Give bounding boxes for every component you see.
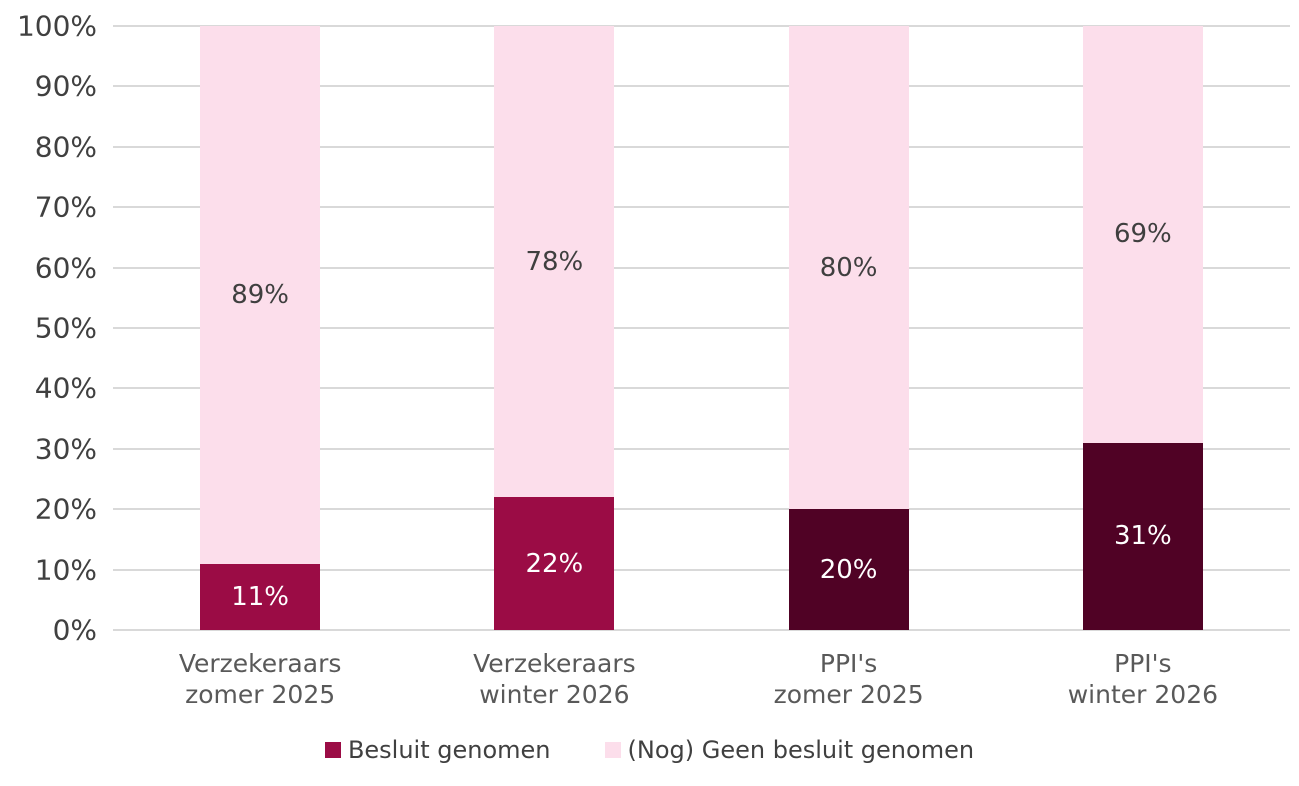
y-tick-label-90: 90% xyxy=(34,69,97,103)
x-category-label-0: Verzekeraars zomer 2025 xyxy=(178,649,342,709)
gridline-30 xyxy=(113,447,1290,450)
data-label: 22% xyxy=(525,548,584,579)
bar-0-segment-besluit: 11% xyxy=(200,563,321,630)
y-tick-label-60: 60% xyxy=(34,251,97,285)
bar-1-segment-geen-besluit: 78% xyxy=(494,26,615,498)
data-label: 20% xyxy=(819,554,878,585)
gridline-0 xyxy=(113,629,1290,631)
bar-0: 89% 11% xyxy=(200,26,321,630)
bar-1-segment-besluit: 22% xyxy=(494,497,615,630)
data-label: 11% xyxy=(231,581,290,612)
data-label: 31% xyxy=(1113,521,1172,552)
legend-label: Besluit genomen xyxy=(347,736,551,764)
legend-item-0: Besluit genomen xyxy=(324,736,551,764)
gridline-10 xyxy=(113,568,1290,571)
bar-3-segment-besluit: 31% xyxy=(1082,442,1203,630)
x-category-label-3: PPI's winter 2026 xyxy=(1067,649,1219,709)
bar-0-segment-geen-besluit: 89% xyxy=(200,26,321,564)
gridline-60 xyxy=(113,266,1290,269)
data-label: 69% xyxy=(1113,219,1172,250)
bar-2-segment-geen-besluit: 80% xyxy=(788,26,909,510)
bar-slot-3: 69% 31% xyxy=(996,26,1290,630)
y-tick-label-70: 70% xyxy=(34,190,97,224)
y-tick-label-30: 30% xyxy=(34,432,97,466)
gridline-70 xyxy=(113,206,1290,209)
bar-1: 78% 22% xyxy=(494,26,615,630)
gridline-20 xyxy=(113,508,1290,511)
bar-2-segment-besluit: 20% xyxy=(788,509,909,630)
plot-area: 89% 11% 78% 22% 80% 20% 69% 31% xyxy=(113,25,1290,631)
gridline-80 xyxy=(113,145,1290,148)
y-tick-label-50: 50% xyxy=(34,311,97,345)
bar-slot-2: 80% 20% xyxy=(702,26,996,630)
legend-swatch-icon xyxy=(324,742,341,758)
y-tick-label-20: 20% xyxy=(34,492,97,526)
gridline-90 xyxy=(113,85,1290,88)
bars: 89% 11% 78% 22% 80% 20% 69% 31% xyxy=(113,26,1290,630)
data-label: 78% xyxy=(525,246,584,277)
y-tick-label-0: 0% xyxy=(52,613,97,647)
bar-3: 69% 31% xyxy=(1082,26,1203,630)
legend-item-1: (Nog) Geen besluit genomen xyxy=(604,736,975,764)
y-tick-label-10: 10% xyxy=(34,553,97,587)
y-tick-label-80: 80% xyxy=(34,130,97,164)
y-axis: 0% 10% 20% 30% 40% 50% 60% 70% 80% 90% 100% xyxy=(0,10,97,647)
gridline-40 xyxy=(113,387,1290,390)
bar-slot-0: 89% 11% xyxy=(113,26,407,630)
x-axis: Verzekeraars zomer 2025 Verzekeraars wint… xyxy=(113,648,1290,710)
legend-label: (Nog) Geen besluit genomen xyxy=(627,736,975,764)
data-label: 89% xyxy=(231,279,290,310)
gridline-50 xyxy=(113,327,1290,329)
gridlines xyxy=(113,25,1290,631)
gridline-100 xyxy=(113,25,1290,27)
y-tick-label-40: 40% xyxy=(34,371,97,405)
x-category-label-1: Verzekeraars winter 2026 xyxy=(473,649,636,709)
legend-swatch-icon xyxy=(604,742,621,758)
bar-2: 80% 20% xyxy=(788,26,909,630)
bar-slot-1: 78% 22% xyxy=(407,26,701,630)
legend: Besluit genomen (Nog) Geen besluit genome… xyxy=(0,736,1299,764)
bar-3-segment-geen-besluit: 69% xyxy=(1082,26,1203,443)
x-category-label-2: PPI's zomer 2025 xyxy=(773,649,924,709)
data-label: 80% xyxy=(819,252,878,283)
y-tick-label-100: 100% xyxy=(16,9,97,43)
